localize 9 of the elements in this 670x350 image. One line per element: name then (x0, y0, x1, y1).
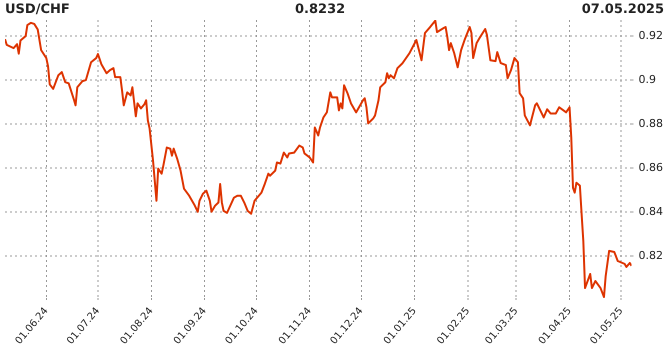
text: 0.8232 (295, 2, 346, 17)
y-tick-label: 0.82 (638, 248, 664, 262)
chart-title: USD/CHF (5, 2, 70, 17)
y-tick-label: 0.92 (638, 28, 664, 42)
y-tick-label: 0.9 (638, 72, 656, 86)
y-tick-label: 0.88 (638, 116, 664, 130)
y-tick-label: 0.84 (638, 204, 664, 218)
text: 07.05.2025 (582, 2, 664, 17)
y-tick-label: 0.86 (638, 160, 664, 174)
